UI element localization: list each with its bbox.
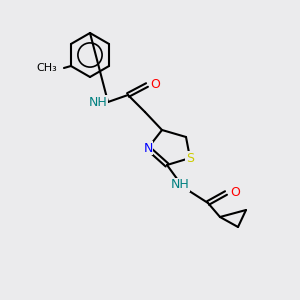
Text: S: S <box>186 152 194 164</box>
Text: NH: NH <box>171 178 189 191</box>
Text: N: N <box>143 142 153 154</box>
Text: CH₃: CH₃ <box>36 63 57 73</box>
Text: NH: NH <box>88 95 107 109</box>
Text: O: O <box>150 79 160 92</box>
Text: O: O <box>230 187 240 200</box>
